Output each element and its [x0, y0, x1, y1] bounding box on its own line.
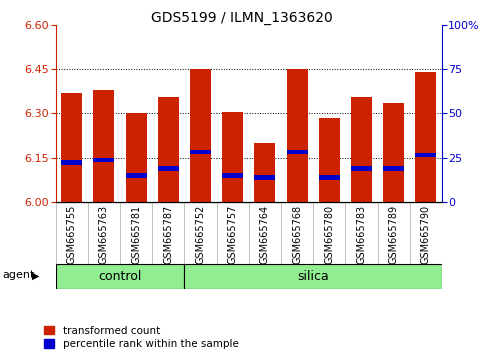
Text: GSM665757: GSM665757 — [227, 205, 238, 264]
Bar — [351, 166, 372, 171]
Bar — [93, 158, 114, 162]
FancyBboxPatch shape — [185, 264, 442, 289]
Bar — [126, 173, 146, 178]
Text: GSM665790: GSM665790 — [421, 205, 431, 264]
Legend: transformed count, percentile rank within the sample: transformed count, percentile rank withi… — [44, 326, 239, 349]
Bar — [190, 150, 211, 154]
Bar — [158, 97, 179, 202]
FancyBboxPatch shape — [56, 264, 185, 289]
Bar — [222, 173, 243, 178]
Text: control: control — [98, 270, 142, 283]
Text: GSM665780: GSM665780 — [324, 205, 334, 264]
Bar — [383, 166, 404, 171]
Bar — [93, 90, 114, 202]
Bar — [319, 118, 340, 202]
Bar — [415, 153, 436, 157]
Bar — [126, 113, 146, 202]
Text: GSM665781: GSM665781 — [131, 205, 141, 264]
Text: agent: agent — [2, 270, 35, 280]
Bar — [61, 93, 82, 202]
Bar — [286, 150, 308, 154]
Bar — [158, 166, 179, 171]
Bar — [351, 97, 372, 202]
Bar — [255, 175, 275, 179]
Text: GSM665764: GSM665764 — [260, 205, 270, 264]
Bar — [319, 175, 340, 179]
Text: GSM665763: GSM665763 — [99, 205, 109, 264]
Text: GSM665755: GSM665755 — [67, 205, 77, 264]
Bar — [61, 160, 82, 165]
Bar — [383, 103, 404, 202]
Text: GDS5199 / ILMN_1363620: GDS5199 / ILMN_1363620 — [151, 11, 332, 25]
Text: GSM665789: GSM665789 — [389, 205, 398, 264]
Bar — [222, 112, 243, 202]
Bar — [415, 72, 436, 202]
Text: ▶: ▶ — [32, 270, 40, 280]
Text: silica: silica — [297, 270, 329, 283]
Text: GSM665752: GSM665752 — [196, 205, 205, 264]
Text: GSM665768: GSM665768 — [292, 205, 302, 264]
Bar — [286, 69, 308, 202]
Text: GSM665783: GSM665783 — [356, 205, 367, 264]
Bar — [190, 69, 211, 202]
Bar — [255, 143, 275, 202]
Text: GSM665787: GSM665787 — [163, 205, 173, 264]
